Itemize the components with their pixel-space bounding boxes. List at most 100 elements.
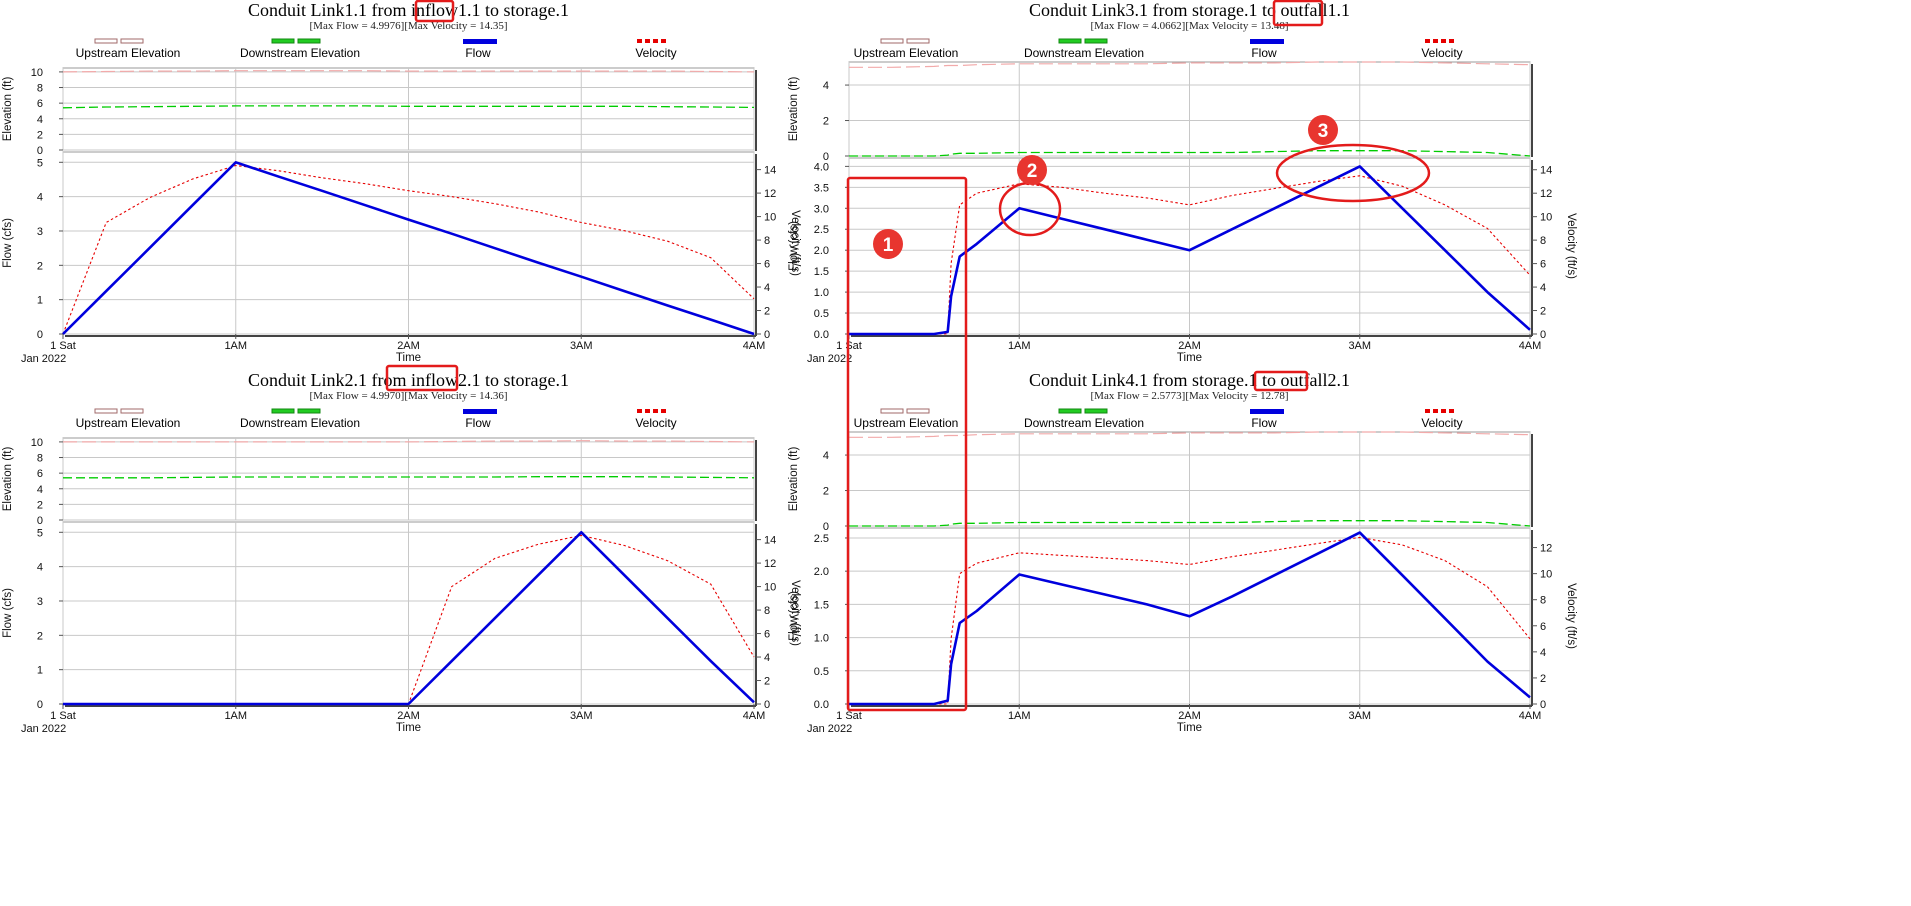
marker-3: 3: [1308, 115, 1338, 145]
x-axis-title: Time: [1177, 722, 1202, 734]
legend-item-upstream: Upstream Elevation: [76, 408, 180, 430]
elev-tick-label: 6: [37, 98, 43, 110]
chart-title: Conduit Link2.1 from inflow2.1 to storag…: [248, 370, 569, 390]
legend-label: Downstream Elevation: [240, 416, 360, 430]
x-tick-label: 2AM: [397, 340, 420, 352]
x-tick-label: 1 Sat: [836, 710, 862, 722]
vel-tick-label: 12: [1540, 188, 1552, 200]
elev-tick-label: 4: [823, 450, 829, 462]
legend-label: Upstream Elevation: [854, 46, 959, 60]
elev-tick-label: 0: [37, 515, 43, 527]
legend-label: Flow: [1251, 46, 1277, 60]
vel-tick-label: 6: [764, 629, 770, 641]
legend-swatch: [297, 408, 321, 414]
chart-title: Conduit Link4.1 from storage.1 to outfal…: [1029, 370, 1350, 390]
x-tick-label: 3AM: [570, 340, 593, 352]
flow-axis-title: Flow (cfs): [2, 218, 14, 268]
legend-item-downstream: Downstream Elevation: [1024, 38, 1144, 60]
vel-tick-label: 12: [764, 188, 776, 200]
vel-tick-label: 0: [1540, 699, 1546, 711]
x-tick-label: 1AM: [224, 340, 247, 352]
legend-item-flow: Flow: [463, 409, 497, 430]
legend-item-velocity: Velocity: [635, 409, 677, 430]
elev-tick-label: 10: [31, 437, 43, 449]
legend-swatch: [1084, 408, 1108, 414]
velocity-axis-title: Velocity (ft/s): [1565, 213, 1577, 279]
vel-tick-label: 12: [764, 558, 776, 570]
x-tick-label: 2AM: [397, 710, 420, 722]
legend-item-flow: Flow: [1250, 39, 1284, 60]
flow-tick-label: 2.5: [814, 533, 829, 545]
flow-tick-label: 1.5: [814, 599, 829, 611]
flow-tick-label: 2.5: [814, 224, 829, 236]
x-tick-label: 4AM: [743, 710, 766, 722]
velocity-axis-title: Velocity (ft/s): [1565, 583, 1577, 649]
flow-tick-label: 4: [37, 192, 43, 204]
legend-swatch: [906, 408, 930, 414]
series-upstream-elevation: [849, 431, 1531, 438]
flow-tick-label: 3: [37, 226, 43, 238]
x-tick-label: 4AM: [1519, 710, 1542, 722]
legend-label: Downstream Elevation: [1024, 46, 1144, 60]
axes: 0240.00.51.01.52.02.53.03.54.00246810121…: [788, 61, 1577, 365]
flow-tick-label: 0.0: [814, 699, 829, 711]
flow-tick-label: 3.5: [814, 182, 829, 194]
vel-tick-label: 10: [1540, 212, 1552, 224]
marker-label: 2: [1027, 161, 1038, 182]
flow-axis-title: Flow (cfs): [788, 591, 800, 641]
marker-2: 2: [1017, 155, 1047, 185]
legend-swatch: [653, 409, 658, 413]
legend-swatch: [645, 409, 650, 413]
legend-swatch: [1433, 409, 1438, 413]
legend-item-flow: Flow: [463, 39, 497, 60]
legend-swatch: [645, 39, 650, 43]
series-flow: [63, 530, 755, 706]
flow-axis-title: Flow (cfs): [788, 221, 800, 271]
vel-tick-label: 14: [764, 165, 776, 177]
flow-tick-label: 3: [37, 596, 43, 608]
elev-tick-label: 0: [37, 145, 43, 157]
marker-badge: [1308, 115, 1338, 145]
flow-tick-label: 3.0: [814, 203, 829, 215]
legend-swatch: [1441, 409, 1446, 413]
legend-item-downstream: Downstream Elevation: [1024, 408, 1144, 430]
elev-axis-title: Elevation (ft): [2, 447, 14, 512]
legend-swatch: [463, 39, 497, 44]
marker-badge: [873, 229, 903, 259]
legend-swatch: [1058, 408, 1082, 414]
legend-item-upstream: Upstream Elevation: [854, 408, 958, 430]
elev-tick-label: 8: [37, 453, 43, 465]
elev-tick-label: 2: [37, 129, 43, 141]
elev-tick-label: 2: [823, 116, 829, 128]
marker-label: 3: [1318, 121, 1329, 142]
legend-label: Velocity: [635, 416, 676, 430]
x-date-label: Jan 2022: [807, 353, 852, 365]
series-flow: [849, 165, 1531, 336]
highlight-box-inflow2.1: [385, 364, 459, 392]
vel-tick-label: 4: [1540, 282, 1546, 294]
x-tick-label: 1 Sat: [50, 710, 76, 722]
legend-label: Velocity: [1421, 46, 1462, 60]
elev-tick-label: 4: [37, 484, 43, 496]
elev-tick-label: 4: [37, 114, 43, 126]
vel-tick-label: 2: [764, 306, 770, 318]
chart-panel-1: Conduit Link1.1 from inflow1.1 to storag…: [2, 0, 801, 365]
marker-1: 1: [873, 229, 903, 259]
legend-swatch: [120, 408, 144, 414]
elev-tick-label: 10: [31, 67, 43, 79]
legend-swatch: [653, 39, 658, 43]
chart-subtitle: [Max Flow = 4.9970][Max Velocity = 14.36…: [310, 390, 508, 402]
series-flow: [849, 531, 1531, 706]
x-tick-label: 1AM: [224, 710, 247, 722]
flow-tick-label: 5: [37, 527, 43, 539]
velocity-axis-title: Velocity (ft/s): [789, 580, 801, 646]
legend-swatch: [271, 38, 295, 44]
vel-tick-label: 10: [764, 582, 776, 594]
legend-swatch: [271, 408, 295, 414]
legend-item-upstream: Upstream Elevation: [854, 38, 959, 60]
highlight-circle-3: [1275, 143, 1431, 203]
x-date-label: Jan 2022: [807, 723, 852, 735]
x-tick-label: 2AM: [1178, 710, 1201, 722]
